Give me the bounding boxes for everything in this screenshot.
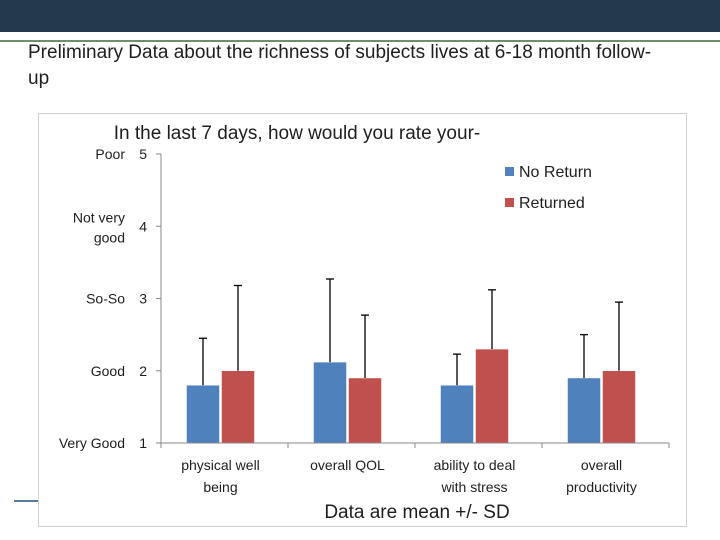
slide-title: Preliminary Data about the richness of s… (28, 42, 652, 89)
y-axis: 5 Poor 4 Not very good 3 So-So 2 Good 1 Very Good (59, 146, 162, 451)
bar-no-return (186, 384, 220, 444)
x-tick-label: ability to deal with stress (434, 457, 516, 495)
y-tick-label: So-So (86, 291, 125, 307)
y-tick-number: 1 (139, 435, 147, 451)
bar-no-return (440, 384, 474, 444)
legend-swatch-returned (505, 198, 514, 207)
slide-accent-line (0, 32, 720, 42)
footer-line (14, 500, 54, 502)
chart-container: In the last 7 days, how would you rate y… (38, 113, 687, 527)
chart-caption: Data are mean +/- SD (324, 502, 509, 523)
bar-returned (475, 348, 509, 444)
slide-top-bar (0, 0, 720, 32)
legend-swatch-no-return (505, 167, 514, 176)
y-tick-number: 4 (139, 218, 147, 234)
y-tick-label: Very Good (59, 435, 125, 451)
legend-label: Returned (519, 195, 585, 212)
y-tick-label: Good (91, 363, 125, 379)
chart-title: In the last 7 days, how would you rate y… (114, 123, 480, 144)
bar-chart: In the last 7 days, how would you rate y… (59, 123, 670, 523)
y-tick-number: 5 (139, 146, 147, 162)
bar-returned (602, 370, 636, 444)
bar-returned (348, 377, 382, 444)
x-tick-label: overall productivity (566, 457, 637, 495)
bar-no-return (313, 361, 347, 444)
y-tick-number: 3 (139, 291, 147, 307)
bars (186, 278, 636, 444)
legend: No Return Returned (505, 164, 592, 212)
legend-label: No Return (519, 164, 592, 181)
x-axis: physical well being overall QOL ability to … (160, 442, 670, 495)
y-tick-number: 2 (139, 363, 147, 379)
x-tick-label: overall QOL (310, 457, 385, 473)
x-tick-label: physical well being (181, 457, 260, 495)
y-tick-label: Not very good (73, 209, 125, 245)
y-tick-label: Poor (95, 146, 125, 162)
bar-returned (221, 370, 255, 444)
bar-no-return (567, 377, 601, 444)
